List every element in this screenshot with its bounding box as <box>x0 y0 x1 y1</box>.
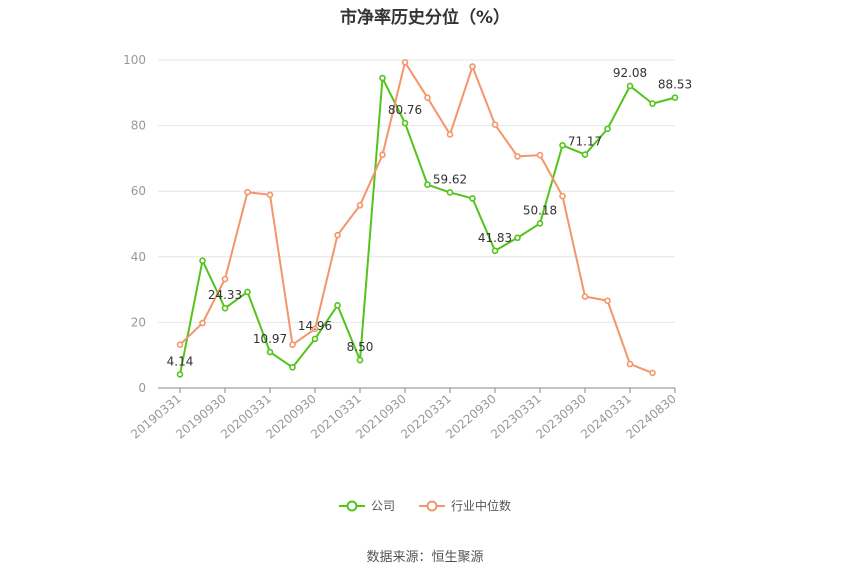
data-point-series-1 <box>244 188 251 196</box>
data-point-series-0 <box>379 74 386 82</box>
series-line-0 <box>179 77 676 375</box>
legend-company-label: 公司 <box>370 499 395 513</box>
data-point-series-1 <box>514 153 521 160</box>
grid-lines <box>158 59 675 323</box>
data-point-series-1 <box>536 151 544 159</box>
chart-title: 市净率历史分位（%） <box>339 8 511 28</box>
y-tick-label: 20 <box>131 315 146 329</box>
legend-company-marker-icon <box>338 500 365 511</box>
data-label: 92.08 <box>613 66 647 80</box>
data-point-series-1 <box>311 325 319 333</box>
data-label: 10.97 <box>253 332 287 346</box>
data-point-series-1 <box>199 319 206 327</box>
data-point-series-1 <box>221 275 229 283</box>
data-point-series-0 <box>626 82 634 90</box>
data-point-series-0 <box>424 181 431 188</box>
legend-item-industry-median[interactable]: 行业中位数 <box>419 497 511 514</box>
data-point-series-0 <box>469 195 476 202</box>
data-point-series-1 <box>379 151 386 159</box>
series-lines <box>176 58 679 378</box>
source-note: 数据来源：恒生聚源 <box>366 550 484 565</box>
data-point-series-0 <box>199 257 206 265</box>
data-point-series-0 <box>176 371 184 378</box>
data-point-series-0 <box>334 302 341 309</box>
legend: 公司 行业中位数 <box>0 497 850 514</box>
x-tick-label: 20240830 <box>623 392 679 442</box>
data-label: 88.53 <box>658 78 692 92</box>
data-point-series-0 <box>491 247 499 255</box>
data-point-series-0 <box>289 364 296 371</box>
data-label: 41.83 <box>478 231 512 245</box>
y-tick-label: 100 <box>123 53 146 67</box>
data-label: 50.18 <box>523 203 557 217</box>
data-point-series-0 <box>581 151 589 158</box>
data-label: 24.33 <box>208 288 242 302</box>
data-point-series-0 <box>559 141 566 149</box>
data-point-series-1 <box>469 63 476 70</box>
data-point-series-0 <box>401 119 409 127</box>
series-line-1 <box>179 61 653 374</box>
data-point-series-1 <box>559 192 566 200</box>
data-label: 8.50 <box>347 340 374 354</box>
data-label: 80.76 <box>388 103 422 117</box>
data-point-series-1 <box>356 202 364 209</box>
y-tick-label: 40 <box>131 250 146 264</box>
y-tick-label: 0 <box>138 381 146 395</box>
data-point-series-1 <box>626 360 634 368</box>
data-label: 59.62 <box>433 172 467 186</box>
data-point-series-0 <box>536 220 544 227</box>
data-point-series-0 <box>514 234 521 242</box>
data-point-series-0 <box>221 304 229 312</box>
data-point-series-0 <box>671 94 679 101</box>
data-point-series-1 <box>176 341 184 349</box>
data-point-series-1 <box>424 94 431 102</box>
data-labels: 4.14 24.33 10.97 14.96 8.50 80.76 59.62 41.83 50… <box>167 66 693 368</box>
line-chart: 0204060801002019033120190930202003312020… <box>123 53 693 442</box>
data-point-series-0 <box>244 288 251 296</box>
y-tick-label: 80 <box>131 119 146 133</box>
data-label: 4.14 <box>167 354 194 368</box>
data-point-series-1 <box>266 191 274 199</box>
data-point-series-1 <box>401 58 409 66</box>
data-point-series-0 <box>446 189 454 196</box>
legend-item-company[interactable]: 公司 <box>338 497 395 514</box>
data-point-series-0 <box>604 125 611 133</box>
data-point-series-1 <box>581 293 589 300</box>
data-point-series-0 <box>311 335 319 343</box>
data-point-series-0 <box>649 100 656 107</box>
legend-industry-marker-icon <box>419 500 445 511</box>
data-point-series-1 <box>334 231 341 239</box>
data-point-series-1 <box>289 341 296 349</box>
data-label: 71.17 <box>568 135 602 149</box>
data-label: 14.96 <box>298 319 332 333</box>
data-point-series-1 <box>491 121 499 128</box>
legend-industry-label: 行业中位数 <box>451 499 512 513</box>
data-point-series-0 <box>266 348 274 356</box>
data-point-series-0 <box>356 356 364 364</box>
y-tick-label: 60 <box>131 184 146 198</box>
data-point-series-1 <box>446 131 454 138</box>
data-point-series-1 <box>604 297 611 305</box>
data-point-series-1 <box>649 369 656 377</box>
